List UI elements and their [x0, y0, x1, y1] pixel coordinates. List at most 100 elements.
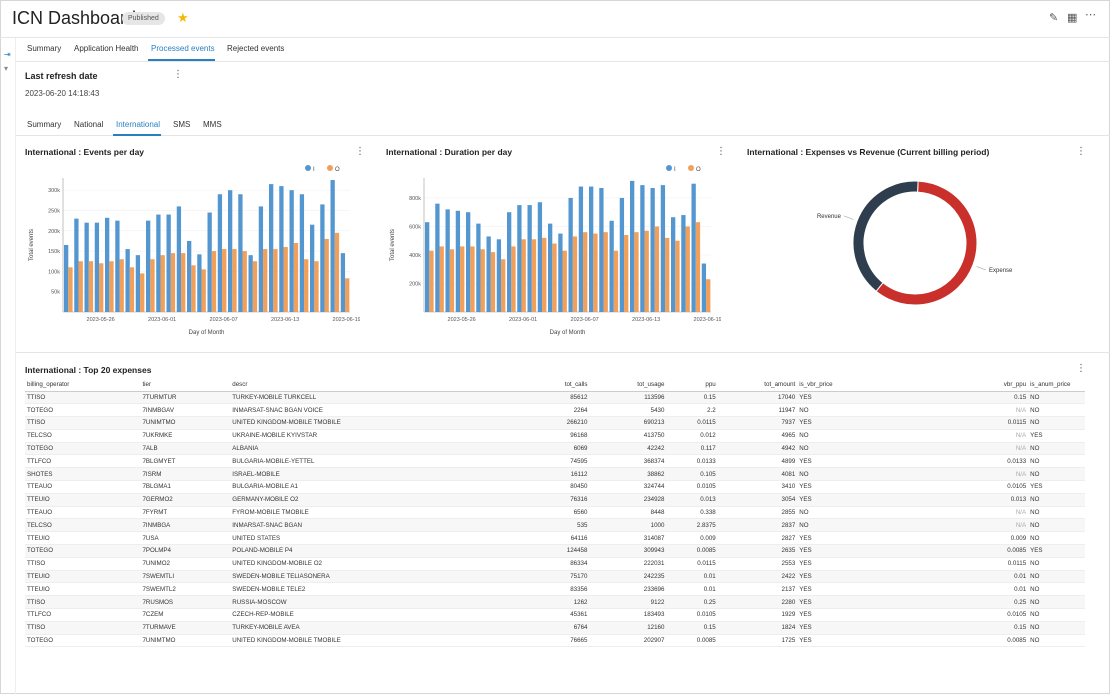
cell-vbr-ppu: 0.0105: [848, 480, 1029, 494]
subtab-international[interactable]: International: [116, 120, 161, 129]
table-row[interactable]: TOTEGO 7UNIMTMO UNITED KINGDOM-MOBILE TMOB…: [25, 634, 1085, 648]
cell-billing-operator: TTISO: [25, 416, 141, 430]
filter-icon[interactable]: ▾: [4, 64, 9, 73]
more-options-icon[interactable]: ⋯: [1085, 9, 1096, 21]
table-row[interactable]: TTISO 7RUSMOS RUSSIA-MOSCOW 1262 9122 0.25 228…: [25, 595, 1085, 610]
cell-descr: INMARSAT-SNAC BGAN: [230, 518, 449, 533]
events-bar-I: [146, 220, 151, 312]
subtab-national[interactable]: National: [74, 120, 104, 129]
tab-application-health[interactable]: Application Health: [74, 44, 139, 53]
events-bar-O: [129, 267, 135, 312]
table-row[interactable]: TTLFCO 7CZEM CZECH-REP-MOBILE 45361 183493 0.…: [25, 608, 1085, 622]
cell-vbr-ppu: N/A: [848, 403, 1029, 418]
table-menu-icon[interactable]: ⋮: [1076, 363, 1086, 374]
column-header-descr[interactable]: descr: [230, 378, 449, 392]
cell-ppu: 0.25: [666, 595, 718, 610]
column-header-vbr-ppu[interactable]: vbr_ppu: [848, 378, 1029, 392]
edit-pencil-icon[interactable]: ✎: [1049, 12, 1059, 24]
table-row[interactable]: TOTEGO 7POLMP4 POLAND-MOBILE P4 124458 30994…: [25, 544, 1085, 558]
donut-label-expense: Expense: [989, 268, 1013, 274]
column-header-billing-operator[interactable]: billing_operator: [25, 378, 141, 392]
cell-is-vbr-price: NO: [797, 506, 849, 520]
cell-vbr-ppu: 0.25: [848, 595, 1029, 610]
column-header-is-vbr-price[interactable]: is_vbr_price: [797, 378, 849, 392]
cell-is-anum-price: NO: [1028, 493, 1085, 507]
table-row[interactable]: TTEUIO 7GERMO2 GERMANY-MOBILE O2 76316 23492…: [25, 493, 1085, 507]
cell-tot-calls: 76316: [448, 493, 590, 507]
cell-vbr-ppu: 0.0115: [848, 416, 1029, 430]
duration-bar-I: [527, 205, 532, 312]
table-row[interactable]: TELCSO 7UKRMKE UKRAINE-MOBILE KYIVSTAR 9616…: [25, 429, 1085, 443]
duration-chart-title: International : Duration per day: [386, 147, 513, 157]
duration-bar-O: [603, 232, 608, 312]
cell-descr: ISRAEL-MOBILE: [230, 467, 449, 482]
cell-is-anum-price: NO: [1028, 595, 1085, 610]
events-legend-label-I: I: [313, 167, 315, 173]
cell-vbr-ppu: 0.0133: [848, 454, 1029, 469]
cell-tot-amount: 4899: [717, 454, 798, 469]
column-header-tot-calls[interactable]: tot_calls: [448, 378, 590, 392]
duration-bar-I: [630, 180, 635, 312]
tab-summary[interactable]: Summary: [27, 44, 62, 53]
events-chart-menu-icon[interactable]: ⋮: [355, 146, 365, 157]
cell-is-vbr-price: NO: [797, 403, 849, 418]
cell-tier: 7TURMAVE: [140, 621, 231, 635]
subtab-mms[interactable]: MMS: [203, 120, 222, 129]
table-row[interactable]: TTISO 7TURMTUR TURKEY-MOBILE TURKCELL 85612…: [25, 391, 1085, 405]
table-row[interactable]: TTISO 7TURMAVE TURKEY-MOBILE AVEA 6764 12160…: [25, 621, 1085, 635]
table-row[interactable]: TTISO 7UNIMTMO UNITED KINGDOM-MOBILE TMOBI…: [25, 416, 1085, 430]
table-row[interactable]: TELCSO 7INMBGA INMARSAT-SNAC BGAN 535 1000 2.…: [25, 518, 1085, 533]
favorite-star-icon[interactable]: ★: [177, 10, 189, 25]
cell-billing-operator: SHOTES: [25, 467, 141, 482]
subtab-sms[interactable]: SMS: [173, 120, 191, 129]
cell-tier: 7ISRM: [140, 467, 231, 482]
tab-rejected-events[interactable]: Rejected events: [227, 44, 285, 53]
expenses-chart-menu-icon[interactable]: ⋮: [1076, 146, 1086, 157]
events-bar-I: [299, 194, 305, 312]
table-row[interactable]: TTLFCO 7BLGMYET BULGARIA-MOBILE-YETTEL 7459…: [25, 454, 1085, 469]
cell-descr: UNITED KINGDOM-MOBILE TMOBILE: [230, 634, 449, 648]
table-row[interactable]: TOTEGO 7ALB ALBANIA 6069 42242 0.117 4942 NO N/A…: [25, 442, 1085, 456]
cell-ppu: 0.338: [666, 506, 718, 520]
table-row[interactable]: TTEUIO 7SWEMTL2 SWEDEN-MOBILE TELE2 83356 23…: [25, 582, 1085, 597]
events-bar-I: [166, 214, 171, 312]
duration-chart-menu-icon[interactable]: ⋮: [716, 146, 726, 157]
cell-tot-amount: 17040: [717, 391, 798, 405]
refresh-menu-icon[interactable]: ⋮: [173, 69, 183, 80]
column-header-tot-amount[interactable]: tot_amount: [717, 378, 798, 392]
cell-descr: UNITED KINGDOM-MOBILE O2: [230, 557, 449, 571]
duration-chart: I O 200k 400k 600k 800k 2023-05-26 2023-06-01 20…: [386, 160, 722, 345]
duration-bar-I: [455, 210, 461, 312]
subtab-summary[interactable]: Summary: [27, 120, 62, 129]
tab-processed-events[interactable]: Processed events: [151, 44, 215, 53]
table-row[interactable]: TTEAUO 7BLGMA1 BULGARIA-MOBILE A1 80450 3247…: [25, 480, 1085, 494]
duration-bar-I: [435, 203, 440, 312]
table-row[interactable]: SHOTES 7ISRM ISRAEL-MOBILE 16112 38862 0.105 4…: [25, 467, 1085, 482]
cell-tot-usage: 113596: [589, 391, 667, 405]
events-bar-I: [187, 240, 192, 312]
duration-bar-O: [572, 236, 578, 312]
duration-legend-swatch-I: [666, 165, 672, 171]
donut-slice-revenue: [852, 180, 919, 292]
collapse-icon[interactable]: ⇥: [4, 50, 11, 59]
column-header-ppu[interactable]: ppu: [666, 378, 718, 392]
cell-tot-calls: 1262: [448, 595, 590, 610]
duration-bar-O: [552, 243, 557, 312]
cell-ppu: 0.0115: [666, 557, 718, 571]
table-row[interactable]: TTEUIO 7SWEMTLI SWEDEN-MOBILE TELIASONERA 7…: [25, 570, 1085, 584]
duration-bar-O: [521, 239, 526, 312]
column-header-is-anum-price[interactable]: is_anum_price: [1028, 378, 1085, 392]
column-header-tot-usage[interactable]: tot_usage: [589, 378, 667, 392]
cell-descr: RUSSIA-MOSCOW: [230, 595, 449, 610]
table-row[interactable]: TTEAUO 7FYRMT FYROM-MOBILE TMOBILE 6560 8448…: [25, 506, 1085, 520]
duration-bar-I: [589, 186, 594, 312]
column-header-tier[interactable]: tier: [140, 378, 231, 392]
cell-tot-calls: 80450: [448, 480, 590, 494]
table-row[interactable]: TTEUIO 7USA UNITED STATES 64116 314087 0.009 2…: [25, 531, 1085, 546]
events-chart-title: International : Events per day: [25, 147, 145, 157]
cell-vbr-ppu: 0.01: [848, 570, 1029, 584]
table-row[interactable]: TTISO 7UNIMO2 UNITED KINGDOM-MOBILE O2 8633…: [25, 557, 1085, 571]
cell-is-vbr-price: NO: [797, 518, 849, 533]
table-row[interactable]: TOTEGO 7INMBGAV INMARSAT-SNAC BGAN VOICE 22…: [25, 403, 1085, 418]
calendar-icon[interactable]: ▦: [1067, 12, 1078, 24]
